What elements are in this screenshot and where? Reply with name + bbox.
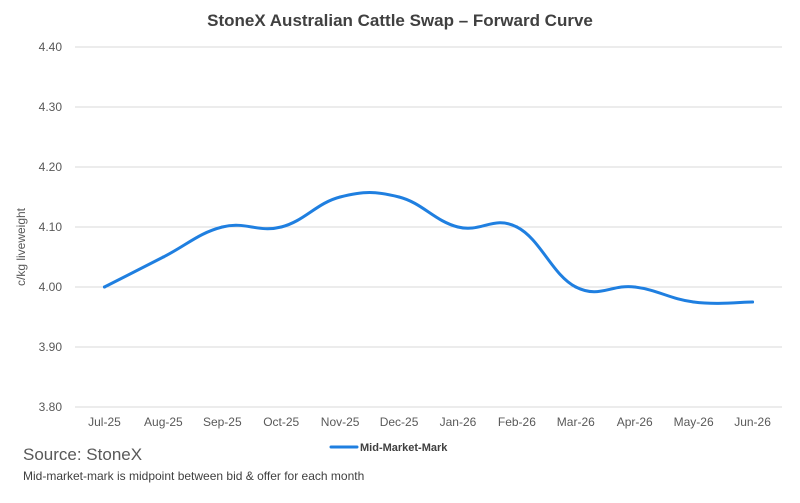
x-axis-ticks: Jul-25 Aug-25 Sep-25 Oct-25 Nov-25 Dec-25 Jan-… bbox=[88, 415, 771, 429]
x-tick-label: Oct-25 bbox=[263, 415, 299, 429]
source-text: Source: StoneX bbox=[23, 445, 143, 464]
data-point bbox=[515, 225, 519, 229]
x-tick-label: Sep-25 bbox=[203, 415, 242, 429]
data-point bbox=[692, 300, 696, 304]
y-tick-label: 4.10 bbox=[39, 220, 63, 234]
data-point bbox=[279, 225, 283, 229]
x-tick-label: Mar-26 bbox=[557, 415, 595, 429]
x-tick-label: Jan-26 bbox=[440, 415, 477, 429]
data-point bbox=[161, 255, 165, 259]
y-tick-label: 4.00 bbox=[39, 280, 63, 294]
y-axis-ticks: 3.80 3.90 4.00 4.10 4.20 4.30 4.40 bbox=[39, 40, 63, 414]
x-tick-label: May-26 bbox=[674, 415, 714, 429]
y-tick-label: 4.40 bbox=[39, 40, 63, 54]
data-point bbox=[633, 285, 637, 289]
y-axis-label: c/kg liveweight bbox=[14, 207, 28, 286]
series-group bbox=[102, 191, 755, 305]
x-tick-label: Nov-25 bbox=[321, 415, 360, 429]
data-point bbox=[574, 285, 578, 289]
x-tick-label: Feb-26 bbox=[498, 415, 536, 429]
x-tick-label: Aug-25 bbox=[144, 415, 183, 429]
legend-label-mid-market-mark: Mid-Market-Mark bbox=[360, 442, 448, 454]
gridlines bbox=[75, 46, 782, 408]
footnote-text: Mid-market-mark is midpoint between bid … bbox=[23, 469, 365, 483]
y-tick-label: 4.30 bbox=[39, 100, 63, 114]
data-point bbox=[397, 195, 401, 199]
x-tick-label: Apr-26 bbox=[617, 415, 653, 429]
x-tick-label: Jun-26 bbox=[734, 415, 771, 429]
y-tick-label: 4.20 bbox=[39, 160, 63, 174]
data-point bbox=[102, 285, 106, 289]
y-tick-label: 3.80 bbox=[39, 400, 63, 414]
data-point bbox=[456, 225, 460, 229]
y-tick-label: 3.90 bbox=[39, 340, 63, 354]
chart-title: StoneX Australian Cattle Swap – Forward … bbox=[207, 11, 593, 30]
data-point bbox=[338, 195, 342, 199]
legend: Mid-Market-Mark bbox=[329, 442, 448, 454]
data-point bbox=[220, 225, 224, 229]
data-point bbox=[751, 300, 755, 304]
x-tick-label: Dec-25 bbox=[380, 415, 419, 429]
x-tick-label: Jul-25 bbox=[88, 415, 121, 429]
